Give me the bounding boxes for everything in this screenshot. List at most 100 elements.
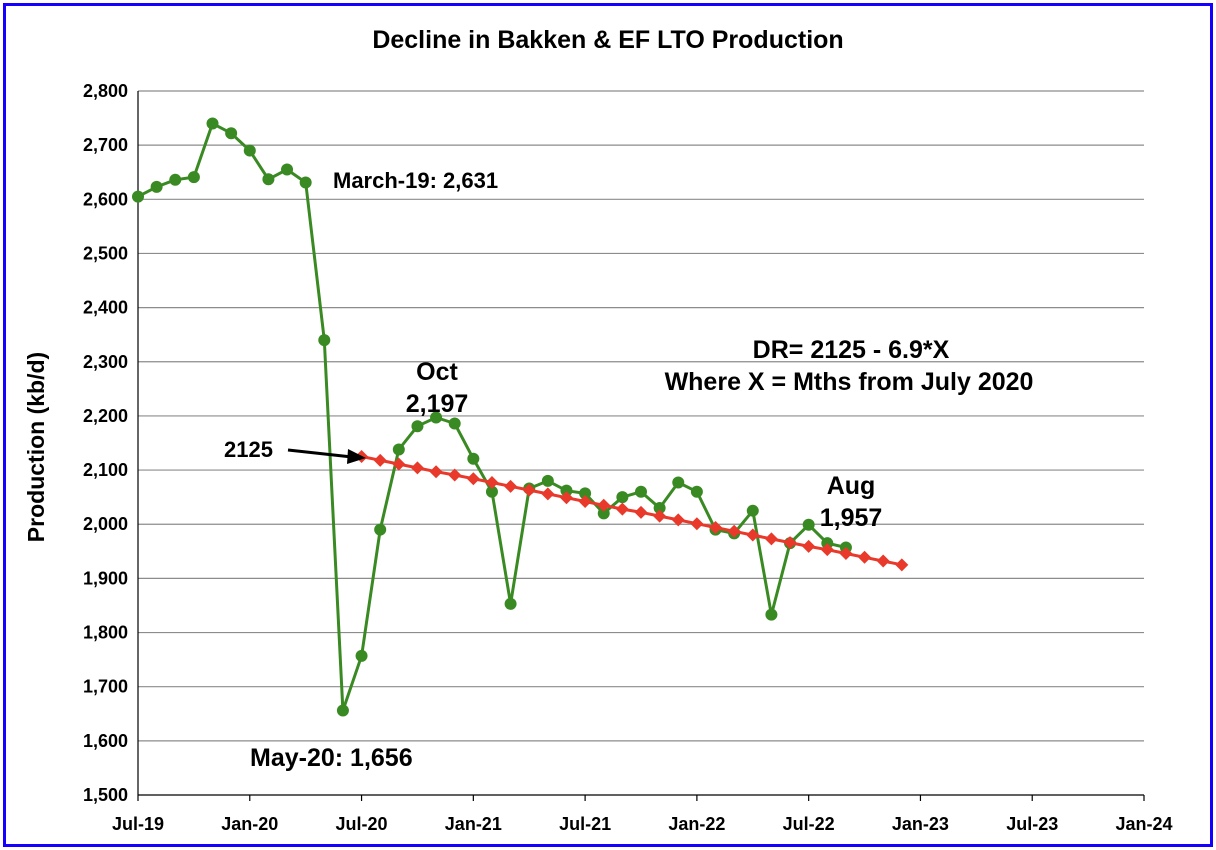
trend-point bbox=[541, 487, 555, 501]
data-point bbox=[802, 518, 815, 531]
data-point bbox=[504, 597, 517, 610]
trend-point bbox=[709, 520, 723, 534]
x-tick-label: Jan-21 bbox=[445, 814, 502, 834]
trend-point bbox=[746, 528, 760, 542]
trend-point bbox=[634, 505, 648, 519]
trend-point bbox=[392, 457, 406, 471]
grid-lines bbox=[138, 90, 1144, 742]
trend-point bbox=[429, 465, 443, 479]
data-point bbox=[635, 485, 647, 498]
y-tick-label: 1,800 bbox=[83, 623, 128, 643]
trend-point bbox=[839, 546, 853, 560]
data-point bbox=[262, 173, 275, 186]
data-point bbox=[485, 485, 498, 498]
y-tick-label: 2,100 bbox=[83, 460, 128, 480]
data-point bbox=[765, 608, 778, 621]
x-tick-label: Jan-24 bbox=[1115, 814, 1172, 834]
x-tick-label: Jul-20 bbox=[336, 814, 388, 834]
data-point bbox=[374, 523, 387, 536]
x-tick-labels: Jul-19 Jan-20 Jul-20 Jan-21 Jul-21 Jan-22 Jul-… bbox=[112, 814, 1173, 834]
x-tick-label: Jan-22 bbox=[668, 814, 725, 834]
annotation-aug-month: Aug bbox=[827, 472, 876, 500]
y-tick-label: 2,200 bbox=[83, 406, 128, 426]
y-tick-label: 2,300 bbox=[83, 352, 128, 372]
y-tick-label: 1,900 bbox=[83, 568, 128, 588]
annotation-oct-value: 2,197 bbox=[406, 390, 469, 418]
trend-point bbox=[578, 494, 592, 508]
trend-point bbox=[485, 476, 499, 490]
y-tick-label: 2,800 bbox=[83, 81, 128, 101]
data-point bbox=[206, 117, 219, 130]
trend-point bbox=[783, 536, 797, 550]
trend-point bbox=[820, 543, 834, 557]
data-point bbox=[225, 127, 238, 140]
data-point bbox=[411, 420, 424, 433]
trend-point bbox=[559, 491, 573, 505]
annotation-may: May-20: 1,656 bbox=[250, 744, 413, 772]
y-tick-labels: 1,500 1,600 1,700 1,800 1,900 2,000 2,100 2,200… bbox=[83, 81, 128, 805]
y-tick-label: 1,600 bbox=[83, 731, 128, 751]
y-axis-label: Production (kb/d) bbox=[23, 352, 49, 542]
data-point bbox=[392, 443, 405, 456]
data-point bbox=[169, 173, 182, 186]
trend-point bbox=[373, 453, 387, 467]
data-point bbox=[187, 171, 200, 184]
trend-point bbox=[410, 461, 424, 475]
axes bbox=[137, 91, 1145, 801]
trend-point bbox=[802, 539, 816, 553]
trend-point bbox=[858, 550, 872, 564]
data-point bbox=[336, 704, 349, 717]
data-point bbox=[299, 176, 312, 189]
trend-point bbox=[690, 517, 704, 531]
trend-point bbox=[448, 468, 462, 482]
y-tick-label: 2,400 bbox=[83, 298, 128, 318]
y-tick-label: 2,700 bbox=[83, 135, 128, 155]
data-point bbox=[579, 487, 592, 500]
trend-point bbox=[597, 498, 611, 512]
data-point bbox=[746, 504, 759, 517]
data-point bbox=[560, 484, 573, 497]
formula-line-1: DR= 2125 - 6.9*X bbox=[753, 336, 950, 364]
annotation-2125: 2125 bbox=[224, 437, 273, 462]
data-point bbox=[132, 190, 144, 203]
data-point bbox=[448, 417, 461, 430]
x-tick-label: Jan-23 bbox=[892, 814, 949, 834]
x-tick-label: Jul-19 bbox=[112, 814, 164, 834]
data-point bbox=[243, 144, 256, 157]
trend-point bbox=[653, 509, 667, 523]
data-point bbox=[355, 649, 368, 662]
data-point bbox=[150, 180, 163, 193]
trend-point bbox=[466, 472, 480, 486]
trend-point bbox=[504, 479, 518, 493]
data-point bbox=[430, 411, 443, 424]
y-tick-label: 2,000 bbox=[83, 514, 128, 534]
trend-point bbox=[727, 524, 741, 538]
annotation-oct-month: Oct bbox=[416, 358, 458, 386]
trend-point bbox=[764, 532, 778, 546]
x-tick-label: Jul-21 bbox=[559, 814, 611, 834]
data-point bbox=[690, 485, 703, 498]
arrow-2125 bbox=[287, 448, 366, 464]
x-tick-label: Jul-23 bbox=[1006, 814, 1058, 834]
data-point bbox=[597, 507, 610, 520]
y-tick-label: 2,600 bbox=[83, 189, 128, 209]
data-point bbox=[616, 491, 629, 504]
data-point bbox=[672, 476, 685, 489]
data-point bbox=[467, 452, 480, 465]
series-group bbox=[132, 117, 909, 717]
trend-point bbox=[895, 558, 909, 572]
data-point bbox=[318, 334, 331, 347]
trend-point bbox=[876, 554, 890, 568]
annotation-march: March-19: 2,631 bbox=[333, 168, 498, 193]
y-tick-label: 2,500 bbox=[83, 243, 128, 263]
annotation-aug-value: 1,957 bbox=[820, 504, 883, 532]
data-point bbox=[653, 501, 666, 514]
y-tick-label: 1,500 bbox=[83, 785, 128, 805]
trend-point bbox=[615, 502, 629, 516]
chart-title: Decline in Bakken & EF LTO Production bbox=[372, 26, 843, 54]
data-point bbox=[541, 474, 554, 487]
trend-point bbox=[671, 513, 685, 527]
x-tick-label: Jul-22 bbox=[783, 814, 835, 834]
series-line-1 bbox=[137, 122, 847, 712]
